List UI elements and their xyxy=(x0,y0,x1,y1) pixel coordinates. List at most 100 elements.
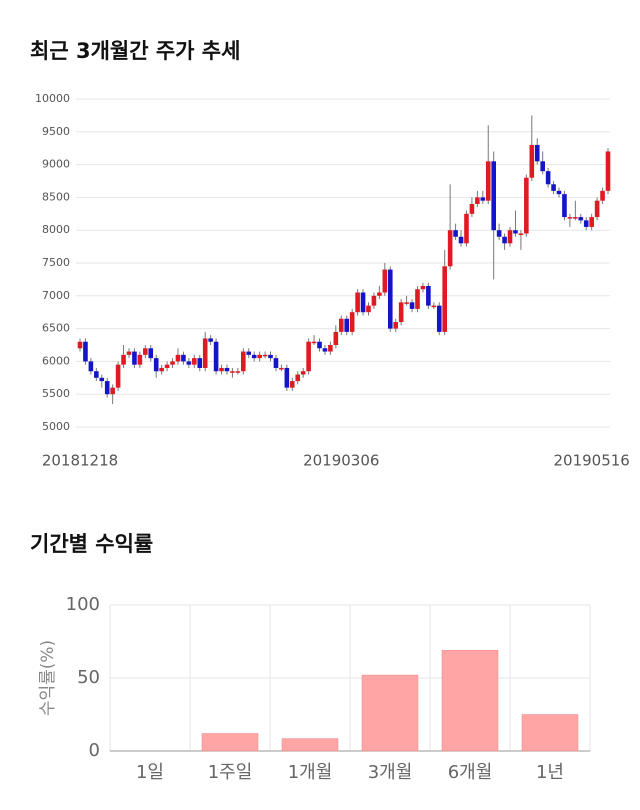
candle-body xyxy=(181,354,186,362)
candle-body xyxy=(562,194,567,218)
candle-body xyxy=(502,236,507,244)
candle-body xyxy=(279,367,284,370)
candle-body xyxy=(464,213,469,244)
candle-body xyxy=(110,387,115,395)
candle-body xyxy=(442,266,448,332)
candle-body xyxy=(137,354,143,365)
candle-body xyxy=(186,361,192,365)
candle-body xyxy=(393,322,399,329)
y-tick-label: 8000 xyxy=(42,223,70,236)
x-tick-label: 20190516 xyxy=(553,452,629,470)
candle-body xyxy=(197,358,203,368)
candle-body xyxy=(333,331,339,345)
candle-body xyxy=(360,292,366,313)
candle-body xyxy=(540,161,545,172)
candle-body xyxy=(262,354,268,357)
candle-body xyxy=(251,354,257,359)
y-tick-label: 9000 xyxy=(42,158,70,171)
y-tick-label: 9500 xyxy=(42,125,70,138)
candle-body xyxy=(382,269,388,293)
candle-body xyxy=(605,151,611,191)
y-tick-label: 0 xyxy=(89,740,100,761)
candle-body xyxy=(219,367,224,372)
candle-body xyxy=(344,318,350,332)
candle-body xyxy=(573,217,578,219)
y-tick-label: 6000 xyxy=(42,354,70,367)
y-tick-label: 6500 xyxy=(42,322,70,335)
y-tick-label: 5500 xyxy=(42,387,70,400)
candle-body xyxy=(104,381,110,395)
bar xyxy=(441,650,499,752)
candle-body xyxy=(235,371,241,373)
candle-body xyxy=(175,354,181,362)
candle-body xyxy=(377,292,382,296)
candle-body xyxy=(578,217,584,221)
candle-body xyxy=(426,285,431,306)
candle-body xyxy=(300,371,306,375)
candle-body xyxy=(289,381,295,388)
candle-body xyxy=(246,351,252,355)
candle-body xyxy=(164,364,170,368)
candle-body xyxy=(322,348,328,352)
candle-body xyxy=(513,230,518,234)
candle-body xyxy=(94,371,99,378)
candle-body xyxy=(485,161,491,201)
candle-body xyxy=(317,341,322,349)
candle-body xyxy=(507,230,513,244)
candle-body xyxy=(534,144,540,162)
x-tick-label: 20190306 xyxy=(303,452,379,470)
candle-body xyxy=(436,305,442,332)
candle-body xyxy=(268,354,273,359)
candle-body xyxy=(230,371,235,373)
candle-body xyxy=(349,312,355,332)
candle-body xyxy=(143,348,148,355)
candle-body xyxy=(284,367,290,388)
bar xyxy=(521,714,579,752)
candle-body xyxy=(529,144,535,178)
y-tick-label: 7500 xyxy=(42,256,70,269)
candle-body xyxy=(567,217,573,219)
candle-body xyxy=(224,367,230,372)
candle-body xyxy=(447,230,453,267)
candle-body xyxy=(83,341,88,362)
candle-body xyxy=(475,197,480,204)
candle-body xyxy=(524,177,529,234)
x-tick-label: 1개월 xyxy=(288,762,333,783)
candle-body xyxy=(589,217,594,227)
candle-body xyxy=(583,220,589,227)
candle-body xyxy=(159,367,164,372)
x-tick-label: 6개월 xyxy=(448,762,493,783)
candle-body xyxy=(420,285,426,290)
candle-body xyxy=(213,341,219,372)
candle-body xyxy=(518,233,524,235)
candle-body xyxy=(328,345,333,352)
candle-body xyxy=(240,351,246,372)
candle-body xyxy=(99,377,105,382)
candle-body xyxy=(491,161,496,231)
y-tick-label: 7000 xyxy=(42,289,70,302)
candle-body xyxy=(148,348,154,359)
y-axis-label: 수익률(%) xyxy=(38,640,58,716)
candle-body xyxy=(431,305,437,308)
candle-body xyxy=(551,184,556,191)
candle-body xyxy=(371,295,377,306)
y-tick-label: 100 xyxy=(66,594,100,615)
candle-body xyxy=(295,374,301,382)
candle-body xyxy=(338,318,344,332)
candle-body xyxy=(453,230,458,237)
candle-body xyxy=(192,358,197,365)
bar xyxy=(281,738,339,752)
x-tick-label: 20181218 xyxy=(42,452,118,470)
candle-body xyxy=(273,358,279,368)
candle-body xyxy=(153,358,159,372)
x-tick-label: 3개월 xyxy=(368,762,413,783)
candle-body xyxy=(311,341,317,344)
candle-body xyxy=(496,230,502,237)
candle-body xyxy=(415,289,420,309)
candle-body xyxy=(115,364,121,388)
candle-body xyxy=(469,203,475,214)
candle-body xyxy=(132,351,137,365)
candle-body xyxy=(208,338,213,342)
candle-body xyxy=(458,236,464,244)
candle-body xyxy=(257,354,262,359)
